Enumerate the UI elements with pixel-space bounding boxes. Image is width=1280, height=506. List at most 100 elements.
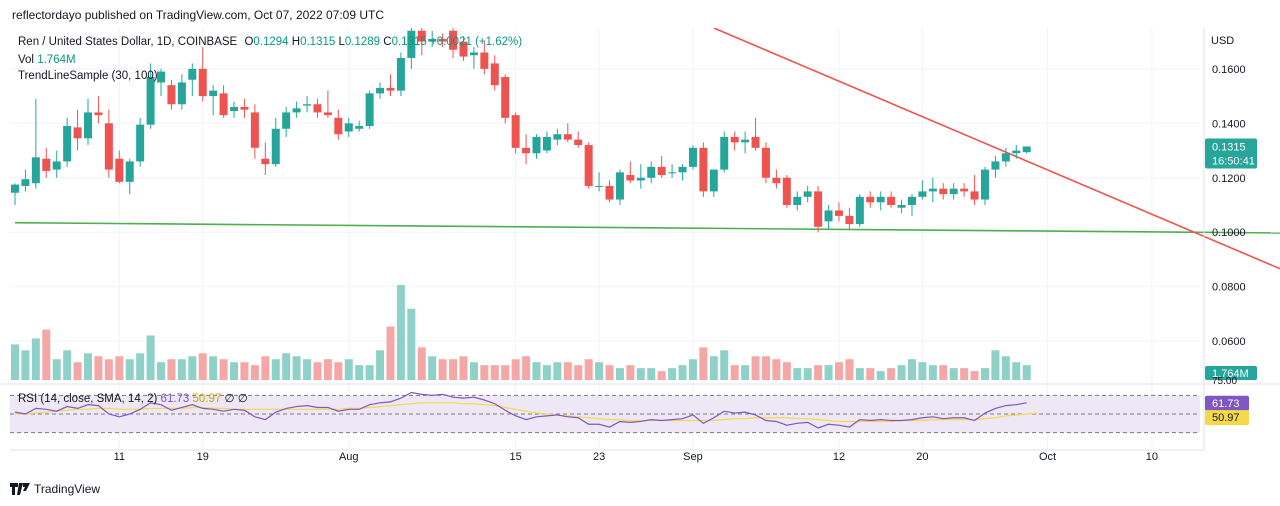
candle-body[interactable] xyxy=(688,147,697,167)
rsi-label[interactable]: RSI (14, close, SMA, 14, 2) xyxy=(18,393,158,405)
candle-body[interactable] xyxy=(615,172,624,200)
candle-body[interactable] xyxy=(522,147,531,154)
candle-body[interactable] xyxy=(678,166,687,173)
candle-body[interactable] xyxy=(376,87,385,94)
candle-body[interactable] xyxy=(230,106,239,112)
candle-body[interactable] xyxy=(1001,153,1010,162)
candle-body[interactable] xyxy=(167,85,176,105)
candle-body[interactable] xyxy=(449,30,458,50)
candle-body[interactable] xyxy=(355,126,364,129)
candle-body[interactable] xyxy=(344,123,353,132)
candle-body[interactable] xyxy=(428,38,437,42)
candle-body[interactable] xyxy=(699,147,708,192)
candle-body[interactable] xyxy=(741,139,750,143)
candle-body[interactable] xyxy=(814,191,823,227)
candle-body[interactable] xyxy=(928,188,937,192)
candle-body[interactable] xyxy=(595,185,604,187)
candle-body[interactable] xyxy=(282,112,291,129)
candle-body[interactable] xyxy=(720,136,729,170)
support-trendline[interactable] xyxy=(14,221,1280,235)
candle-body[interactable] xyxy=(240,106,249,110)
trendline-legend[interactable]: TrendLineSample (30, 100) xyxy=(18,70,158,82)
candle-body[interactable] xyxy=(668,172,677,174)
candle-body[interactable] xyxy=(751,136,760,148)
candle-body[interactable] xyxy=(918,191,927,197)
candle-body[interactable] xyxy=(480,52,489,69)
candle-body[interactable] xyxy=(396,57,405,91)
candle-body[interactable] xyxy=(584,145,593,186)
candle-body[interactable] xyxy=(386,87,395,91)
candle-body[interactable] xyxy=(417,30,426,42)
candle-body[interactable] xyxy=(991,161,1000,170)
candle-body[interactable] xyxy=(313,104,322,113)
candle-body[interactable] xyxy=(897,205,906,208)
candle-body[interactable] xyxy=(84,112,93,139)
candle-body[interactable] xyxy=(261,158,270,165)
candle-body[interactable] xyxy=(636,177,645,181)
candle-body[interactable] xyxy=(459,41,468,57)
candle-body[interactable] xyxy=(250,112,259,148)
candle-body[interactable] xyxy=(532,136,541,154)
candle-body[interactable] xyxy=(469,52,478,56)
candle-body[interactable] xyxy=(574,139,583,146)
symbol-name[interactable]: Ren / United States Dollar, 1D, COINBASE xyxy=(18,36,238,48)
candle-body[interactable] xyxy=(323,112,332,116)
candle-body[interactable] xyxy=(553,134,562,140)
candle-body[interactable] xyxy=(1012,150,1021,154)
candle-body[interactable] xyxy=(907,196,916,205)
candle-body[interactable] xyxy=(21,179,30,186)
candle-body[interactable] xyxy=(730,136,739,143)
candle-body[interactable] xyxy=(292,108,301,113)
candle-body[interactable] xyxy=(146,77,155,125)
candle-body[interactable] xyxy=(94,112,103,116)
candle-body[interactable] xyxy=(219,93,228,116)
candle-body[interactable] xyxy=(834,210,843,216)
candle-body[interactable] xyxy=(271,128,280,165)
candle-body[interactable] xyxy=(334,117,343,135)
candle-body[interactable] xyxy=(761,147,770,178)
candle-body[interactable] xyxy=(125,161,134,182)
candle-body[interactable] xyxy=(501,77,510,118)
candle-body[interactable] xyxy=(157,71,166,83)
candle-body[interactable] xyxy=(939,188,948,195)
candle-body[interactable] xyxy=(824,210,833,222)
candle-body[interactable] xyxy=(803,191,812,197)
candle-body[interactable] xyxy=(177,82,186,105)
candle-body[interactable] xyxy=(887,196,896,205)
candle-body[interactable] xyxy=(949,188,958,195)
candle-body[interactable] xyxy=(772,177,781,184)
candle-body[interactable] xyxy=(647,166,656,178)
candle-body[interactable] xyxy=(188,68,197,80)
candle-body[interactable] xyxy=(407,30,416,58)
candle-body[interactable] xyxy=(198,68,207,97)
candle-body[interactable] xyxy=(960,188,969,192)
candle-body[interactable] xyxy=(542,136,551,151)
candle-body[interactable] xyxy=(303,104,312,106)
candle-body[interactable] xyxy=(31,157,40,184)
candle-body[interactable] xyxy=(605,185,614,200)
chart-area[interactable]: USD 0.1600 0.1400 0.1200 0.1000 0.0800 0.0600 0… xyxy=(0,25,1280,478)
candle-body[interactable] xyxy=(115,158,124,182)
candle-body[interactable] xyxy=(855,196,864,225)
candle-body[interactable] xyxy=(782,177,791,205)
candle-body[interactable] xyxy=(876,196,885,203)
candle-body[interactable] xyxy=(563,134,572,140)
resistance-trendline[interactable] xyxy=(713,27,1280,374)
candle-body[interactable] xyxy=(104,123,113,170)
candle-body[interactable] xyxy=(490,63,499,86)
candle-body[interactable] xyxy=(657,166,666,176)
candle-body[interactable] xyxy=(970,191,979,200)
candle-body[interactable] xyxy=(980,169,989,200)
candle-body[interactable] xyxy=(11,184,19,193)
candle-body[interactable] xyxy=(1022,146,1031,153)
tradingview-branding[interactable]: TradingView xyxy=(10,482,100,496)
candle-body[interactable] xyxy=(709,169,718,192)
candle-body[interactable] xyxy=(52,161,61,170)
candle-body[interactable] xyxy=(511,115,520,148)
candle-body[interactable] xyxy=(438,38,447,42)
candle-body[interactable] xyxy=(209,90,218,97)
candle-body[interactable] xyxy=(365,93,374,127)
candle-body[interactable] xyxy=(42,158,51,171)
candle-body[interactable] xyxy=(866,196,875,203)
candle-body[interactable] xyxy=(73,127,82,139)
